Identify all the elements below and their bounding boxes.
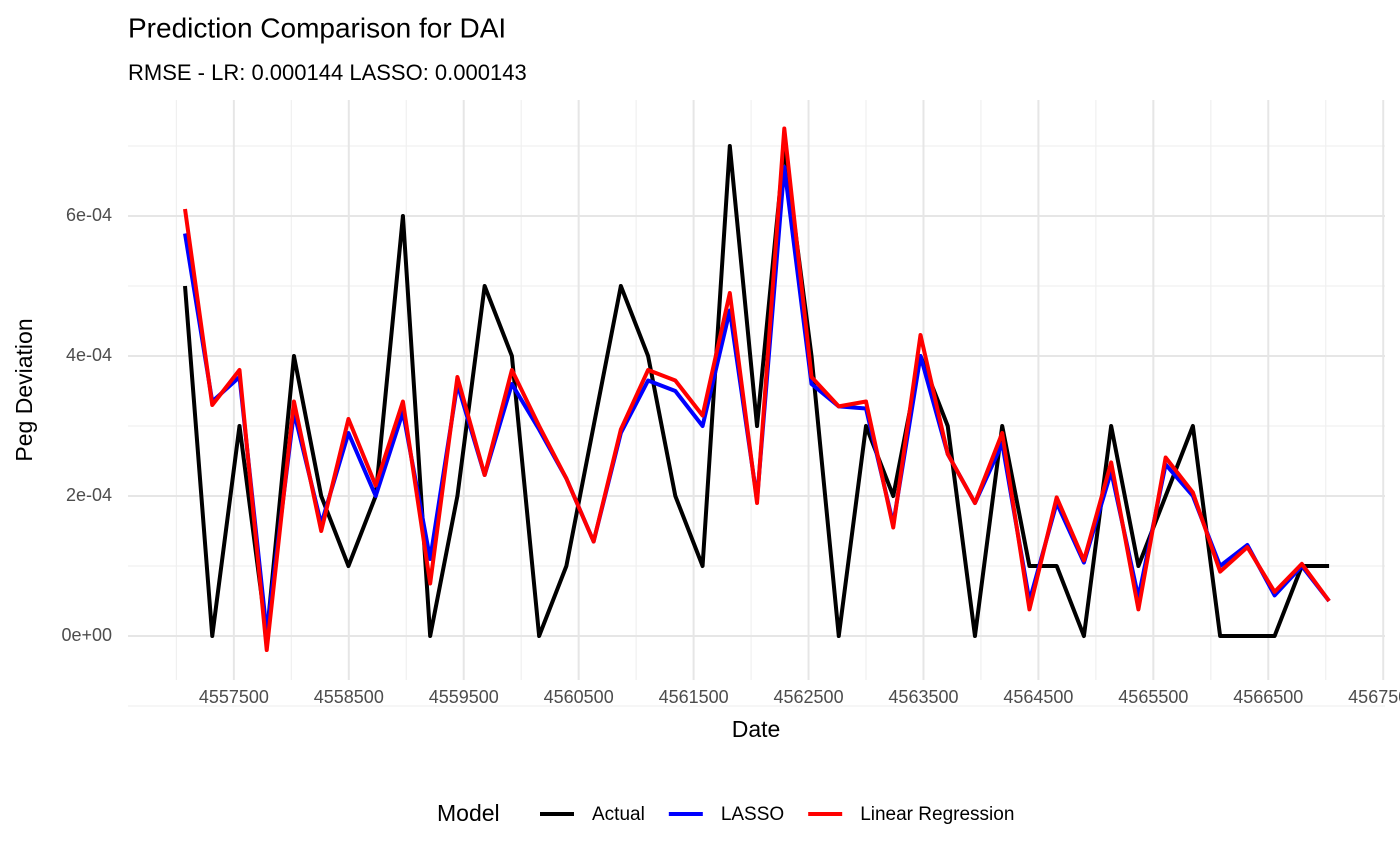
x-tick-label: 4564500: [1003, 687, 1073, 707]
x-tick-label: 4562500: [774, 687, 844, 707]
x-tick-label: 4557500: [199, 687, 269, 707]
lines: [183, 126, 1331, 652]
legend-title: Model: [437, 800, 500, 826]
legend-label: Actual: [592, 804, 645, 825]
y-axis-label: Peg Deviation: [11, 318, 37, 461]
y-tick-label: 4e-04: [66, 345, 112, 365]
x-tick-label: 4560500: [544, 687, 614, 707]
x-tick-label: 4561500: [659, 687, 729, 707]
x-tick-label: 4558500: [314, 687, 384, 707]
x-tick-label: 4563500: [888, 687, 958, 707]
chart-title: Prediction Comparison for DAI: [128, 12, 506, 43]
chart-subtitle: RMSE - LR: 0.000144 LASSO: 0.000143: [128, 60, 527, 85]
x-tick-label: 4559500: [429, 687, 499, 707]
series-line: [183, 126, 1331, 652]
x-axis-label: Date: [732, 716, 781, 742]
legend: Model Actual LASSO Linear Regression: [437, 800, 1014, 826]
y-tick-label: 2e-04: [66, 485, 112, 505]
y-tick-label: 6e-04: [66, 205, 112, 225]
x-tick-label: 4567500: [1348, 687, 1400, 707]
grid: 0e+00 2e-04 4e-04 6e-04 4557500 4558500 455950…: [61, 100, 1400, 707]
series-line: [183, 165, 1331, 635]
x-tick-label: 4566500: [1233, 687, 1303, 707]
x-tick-label: 4565500: [1118, 687, 1188, 707]
series-line: [183, 144, 1330, 638]
y-tick-label: 0e+00: [61, 625, 112, 645]
legend-label: LASSO: [721, 804, 784, 825]
legend-label: Linear Regression: [860, 804, 1014, 825]
